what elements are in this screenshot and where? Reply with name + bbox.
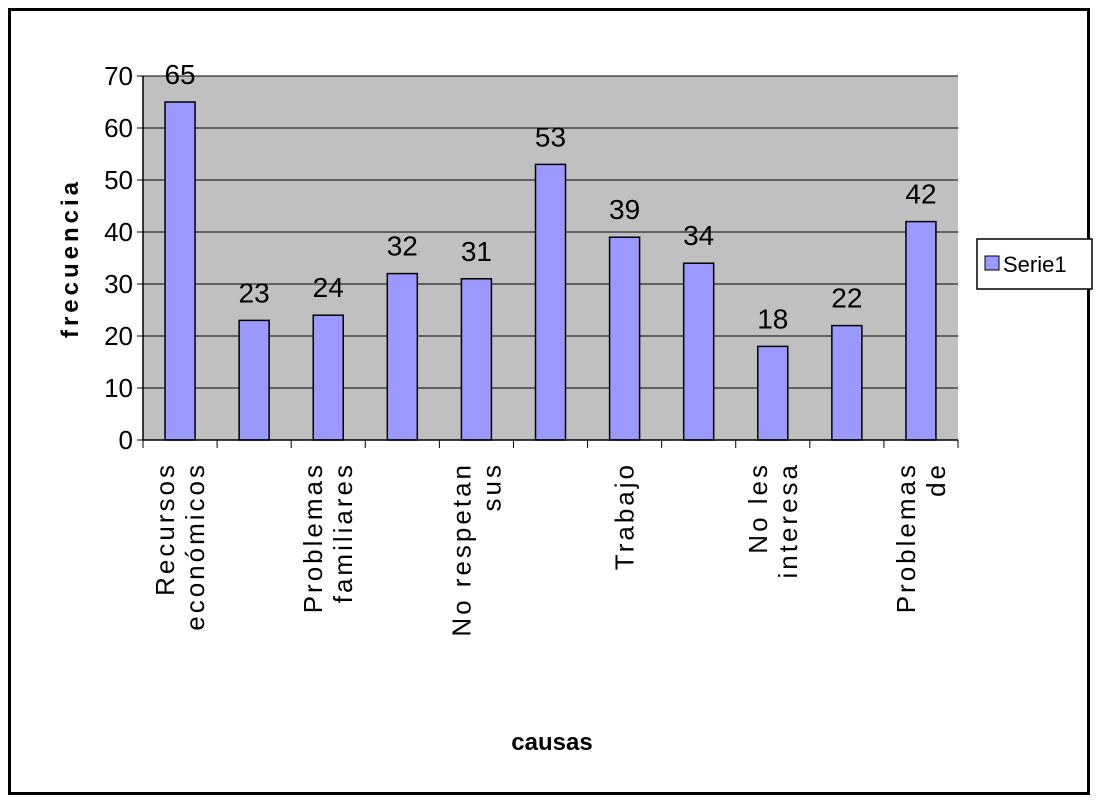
x-tick-label: No respetan	[446, 462, 476, 637]
y-tick-label: 70	[104, 61, 133, 91]
x-tick-label: sus	[476, 462, 506, 511]
y-tick-label: 30	[104, 269, 133, 299]
bar	[460, 278, 493, 441]
bar-value-label: 24	[313, 272, 344, 303]
bar	[831, 324, 863, 441]
bar-value-label: 32	[387, 231, 418, 262]
bar-value-label: 42	[905, 179, 936, 210]
bar	[164, 101, 196, 441]
x-tick-label: Recursos	[150, 462, 180, 596]
bar-value-label: 18	[757, 303, 788, 334]
bar	[534, 163, 567, 441]
y-axis-title: frecuencia	[57, 178, 84, 338]
x-axis-title: causas	[511, 729, 592, 756]
bar	[757, 345, 789, 441]
x-tick-label: No les	[743, 462, 773, 554]
y-tick-label: 60	[104, 113, 133, 143]
y-tick-label: 40	[104, 217, 133, 247]
x-axis	[142, 439, 959, 448]
x-tick-label: familiares	[328, 462, 358, 603]
legend-label: Serie1	[1003, 252, 1067, 277]
bar	[238, 319, 270, 441]
legend-swatch	[984, 255, 1000, 271]
y-axis: 0 10 20 30 40 50 60 70	[104, 61, 144, 455]
bar	[905, 220, 937, 441]
legend: Serie1	[976, 238, 1093, 290]
bar	[312, 314, 344, 441]
bar	[682, 262, 715, 441]
bar-value-label: 22	[831, 283, 862, 314]
bar-value-label: 65	[164, 59, 195, 90]
x-tick-label: Trabajo	[610, 462, 640, 570]
x-tick-label: interesa	[773, 462, 803, 579]
x-tick-labels: Recursos económicos Problemas familiares No …	[150, 462, 951, 637]
bar-value-label: 31	[461, 236, 492, 267]
bar-value-label: 39	[609, 194, 640, 225]
x-tick-label: Problemas	[891, 462, 921, 613]
x-tick-label: Problemas	[298, 462, 328, 613]
y-tick-label: 10	[104, 373, 133, 403]
bar-value-label: 53	[535, 121, 566, 152]
bar	[386, 272, 419, 441]
bar-value-label: 23	[239, 277, 270, 308]
bar	[608, 236, 641, 441]
y-tick-label: 0	[119, 425, 133, 455]
bars	[164, 101, 937, 441]
x-tick-label: de	[921, 462, 951, 497]
bar-value-label: 34	[683, 220, 714, 251]
x-tick-label: económicos	[180, 462, 210, 631]
y-tick-label: 50	[104, 165, 133, 195]
y-tick-label: 20	[104, 321, 133, 351]
data-labels: 65 23 24 32 31 53 39 34 18 22 42	[164, 59, 936, 334]
